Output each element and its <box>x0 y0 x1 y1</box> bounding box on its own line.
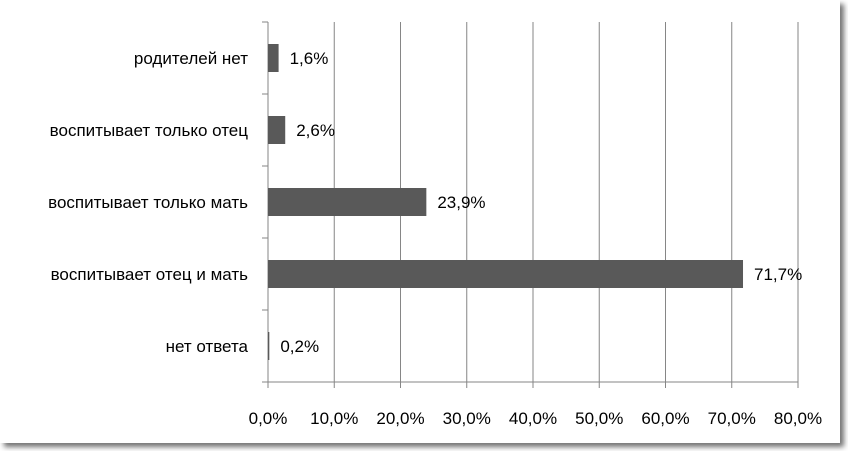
bar <box>268 260 744 288</box>
bar <box>268 332 270 360</box>
x-tick-label: 30,0% <box>443 409 491 428</box>
x-tick-label: 40,0% <box>509 409 557 428</box>
chart-frame: 1,6% 2,6% 23,9% 71,7% 0,2% родителей нет восп… <box>48 21 823 428</box>
category-label: воспитывает только отец <box>50 121 249 140</box>
x-tick-label: 10,0% <box>310 409 358 428</box>
data-labels: 1,6% 2,6% 23,9% 71,7% 0,2% <box>280 49 802 356</box>
x-tick-label: 0,0% <box>249 409 288 428</box>
category-label: воспитывает отец и мать <box>51 265 249 284</box>
data-label: 23,9% <box>437 193 485 212</box>
x-tick-label: 80,0% <box>774 409 822 428</box>
bar <box>268 188 427 216</box>
data-label: 71,7% <box>754 265 802 284</box>
category-label: воспитывает только мать <box>48 193 248 212</box>
x-tick-label: 60,0% <box>641 409 689 428</box>
x-tick-label: 20,0% <box>376 409 424 428</box>
data-label: 1,6% <box>290 49 329 68</box>
data-label: 2,6% <box>296 121 335 140</box>
category-label: родителей нет <box>134 49 248 68</box>
bars <box>268 44 744 360</box>
x-tick-labels: 0,0% 10,0% 20,0% 30,0% 40,0% 50,0% 60,0% 70,0% 8… <box>249 409 822 428</box>
gridlines <box>333 22 799 382</box>
x-tick-label: 50,0% <box>575 409 623 428</box>
bar <box>268 44 279 72</box>
x-tick-label: 70,0% <box>708 409 756 428</box>
bar-chart: 1,6% 2,6% 23,9% 71,7% 0,2% родителей нет восп… <box>48 21 822 428</box>
bar <box>268 116 286 144</box>
data-label: 0,2% <box>280 337 319 356</box>
category-label: нет ответа <box>166 337 249 356</box>
category-labels: родителей нет воспитывает только отец восп… <box>48 49 248 356</box>
